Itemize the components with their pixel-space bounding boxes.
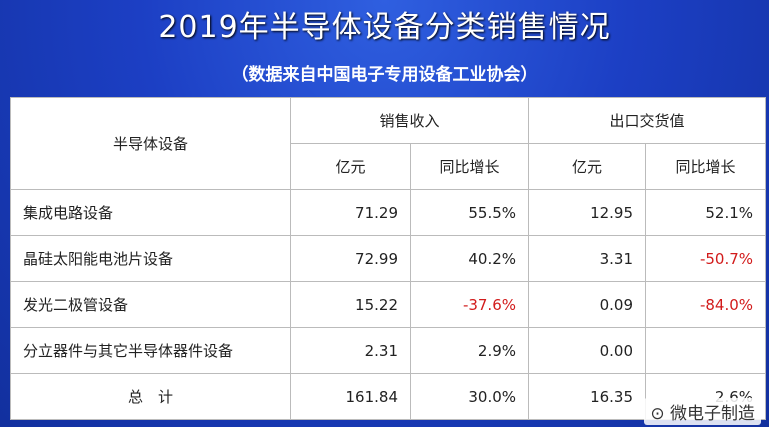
data-row: 发光二极管设备 15.22 -37.6% 0.09 -84.0%: [10, 281, 767, 328]
group-header: 出口交货值: [528, 97, 767, 144]
subheader: 亿元: [528, 143, 647, 190]
value-cell: 2.9%: [409, 327, 530, 374]
value-cell: -37.6%: [409, 281, 530, 328]
row-label: 总 计: [10, 373, 291, 420]
value-cell: 52.1%: [645, 189, 767, 236]
value-cell: 3.31: [528, 235, 647, 282]
sales-table: 半导体设备 销售收入 出口交货值 亿元 同比增长 亿元 同比增长 集成电路设备 71.29 55.…: [10, 97, 767, 420]
subheader: 亿元: [290, 143, 411, 190]
value-cell: 55.5%: [409, 189, 530, 236]
value-cell: 2.31: [290, 327, 411, 374]
row-label: 晶硅太阳能电池片设备: [10, 235, 291, 282]
value-cell: 71.29: [290, 189, 411, 236]
row-label: 发光二极管设备: [10, 281, 291, 328]
watermark-text: 微电子制造: [670, 404, 755, 424]
value-cell: 40.2%: [409, 235, 530, 282]
value-cell: [645, 327, 767, 374]
value-cell: 0.09: [528, 281, 647, 328]
header-row: 半导体设备 销售收入 出口交货值: [10, 97, 767, 190]
value-cell: 12.95: [528, 189, 647, 236]
subheader-row: 亿元 同比增长 亿元 同比增长: [11, 143, 767, 190]
title: 2019年半导体设备分类销售情况: [158, 10, 611, 45]
corner-header: 半导体设备: [10, 97, 291, 190]
value-cell: -84.0%: [645, 281, 767, 328]
data-row: 分立器件与其它半导体器件设备 2.31 2.9% 0.00: [10, 327, 767, 374]
data-row: 晶硅太阳能电池片设备 72.99 40.2% 3.31 -50.7%: [10, 235, 767, 282]
value-cell: 30.0%: [409, 373, 530, 420]
value-cell: 0.00: [528, 327, 647, 374]
group-header: 销售收入: [289, 97, 530, 144]
value-cell: 15.22: [290, 281, 411, 328]
row-label: 分立器件与其它半导体器件设备: [10, 327, 291, 374]
value-cell: 16.35: [528, 373, 647, 420]
value-cell: 161.84: [290, 373, 411, 420]
row-label: 集成电路设备: [10, 189, 291, 236]
value-cell: -50.7%: [645, 235, 767, 282]
subheader: 同比增长: [409, 143, 530, 190]
value-cell: 72.99: [290, 235, 411, 282]
data-row: 集成电路设备 71.29 55.5% 12.95 52.1%: [10, 189, 767, 236]
watermark: ⊙ 微电子制造: [644, 398, 761, 425]
subtitle: （数据来自中国电子专用设备工业协会）: [231, 65, 538, 85]
subheader: 同比增长: [645, 143, 767, 190]
data-row: 总 计 161.84 30.0% 16.35 2.6%: [10, 373, 767, 420]
